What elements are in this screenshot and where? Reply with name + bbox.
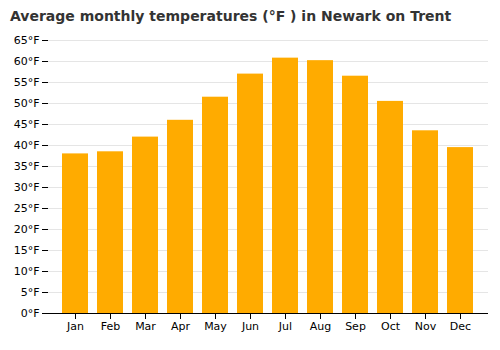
svg-text:45°F: 45°F <box>14 118 40 131</box>
svg-text:5°F: 5°F <box>21 286 40 299</box>
svg-text:Jan: Jan <box>66 320 84 333</box>
svg-text:Sep: Sep <box>345 320 366 333</box>
svg-text:0°F: 0°F <box>21 307 40 320</box>
svg-text:35°F: 35°F <box>14 160 40 173</box>
html-text:Average monthly temperatures (: Average monthly temperatures (°F ) in Ne… <box>10 8 452 24</box>
svg-text:Jun: Jun <box>241 320 259 333</box>
svg-text:Dec: Dec <box>450 320 471 333</box>
svg-text:May: May <box>204 320 227 333</box>
svg-text:Aug: Aug <box>310 320 331 333</box>
svg-text:Feb: Feb <box>101 320 120 333</box>
svg-text:Oct: Oct <box>381 320 401 333</box>
svg-text:15°F: 15°F <box>14 244 40 257</box>
svg-text:65°F: 65°F <box>14 34 40 47</box>
svg-text:10°F: 10°F <box>14 265 40 278</box>
svg-text:40°F: 40°F <box>14 139 40 152</box>
svg-text:25°F: 25°F <box>14 202 40 215</box>
svg-text:Jul: Jul <box>278 320 292 333</box>
svg-text:20°F: 20°F <box>14 223 40 236</box>
svg-text:30°F: 30°F <box>14 181 40 194</box>
svg-text:60°F: 60°F <box>14 55 40 68</box>
svg-text:Apr: Apr <box>171 320 191 333</box>
svg-text:Nov: Nov <box>415 320 437 333</box>
svg-text:55°F: 55°F <box>14 76 40 89</box>
svg-text:50°F: 50°F <box>14 97 40 110</box>
svg-text:Mar: Mar <box>135 320 156 333</box>
